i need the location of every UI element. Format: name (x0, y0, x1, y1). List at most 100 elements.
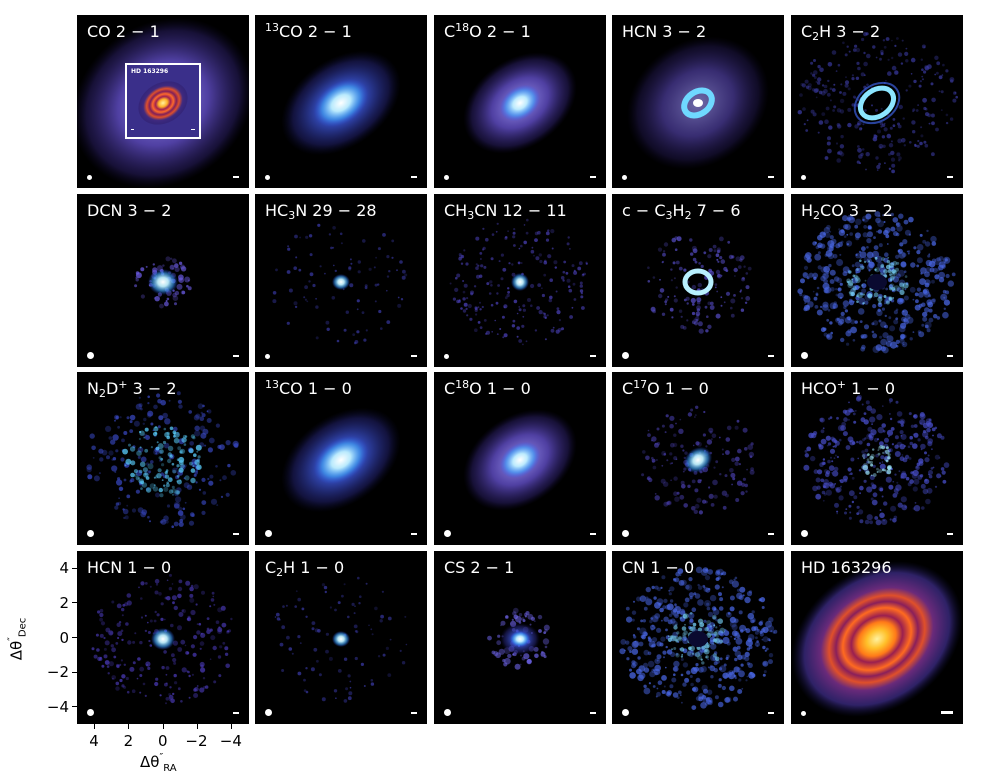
scale-bar (233, 355, 239, 357)
scale-bar (947, 176, 953, 178)
y-tick-mark (72, 602, 77, 604)
beam-marker (801, 711, 806, 716)
x-tick-label: 2 (123, 732, 134, 750)
emission-map (627, 36, 769, 170)
panel-label: CN 1 − 0 (622, 558, 695, 577)
panel-label: c − C3H2 7 − 6 (622, 201, 741, 222)
x-tick-label: −4 (219, 732, 242, 750)
scale-bar (768, 712, 774, 714)
panel-label: C2H 3 − 2 (801, 22, 881, 43)
beam-marker (87, 530, 94, 537)
beam-marker (265, 354, 270, 359)
panel-15: HCN 1 − 0 (77, 551, 249, 724)
emission-map (463, 52, 577, 154)
panel-9: H2CO 3 − 2 (791, 194, 963, 367)
scale-bar (590, 355, 596, 357)
x-tick-label: 0 (158, 732, 168, 750)
panel-10: N2D+ 3 − 2 (77, 372, 249, 545)
scale-bar (768, 176, 774, 178)
panel-label: HD 163296 (801, 558, 892, 577)
x-tick-label: −2 (185, 732, 208, 750)
beam-marker (265, 709, 272, 716)
x-tick-label: 4 (89, 732, 99, 750)
emission-map (641, 405, 755, 515)
beam-marker (444, 175, 449, 180)
beam-marker (87, 352, 94, 359)
emission-map (134, 256, 192, 309)
emission-map (797, 32, 958, 174)
x-tick-mark (196, 724, 198, 729)
emission-map (449, 218, 588, 346)
beam-marker (622, 175, 627, 180)
beam-marker (622, 709, 629, 716)
beam-marker (444, 530, 451, 537)
scale-bar (941, 711, 953, 714)
beam-marker (801, 175, 806, 180)
panel-18: CN 1 − 0 (612, 551, 784, 724)
emission-map (86, 391, 239, 528)
scale-bar (590, 712, 596, 714)
beam-marker (801, 530, 808, 537)
emission-map (797, 211, 956, 354)
scale-bar (947, 533, 953, 535)
panel-5: DCN 3 − 2 (77, 194, 249, 367)
scale-bar (233, 712, 239, 714)
scale-bar (947, 355, 953, 357)
beam-marker (444, 354, 449, 359)
beam-marker (801, 352, 808, 359)
panel-13: C17O 1 − 0 (612, 372, 784, 545)
inset-map (127, 65, 199, 137)
inset-label: HD 163296 (131, 68, 169, 75)
scale-bar (768, 533, 774, 535)
beam-marker (622, 530, 629, 537)
emission-map (487, 607, 550, 670)
panel-19: HD 163296 (791, 551, 963, 724)
panel-7: CH3CN 12 − 11 (434, 194, 606, 367)
scale-bar (411, 533, 417, 535)
panel-label: C18O 1 − 0 (444, 378, 531, 398)
panel-1: 13CO 2 − 1 (255, 15, 427, 188)
panel-6: HC3N 29 − 28 (255, 194, 427, 367)
scale-bar (233, 533, 239, 535)
panel-label: C18O 2 − 1 (444, 21, 531, 41)
beam-marker (622, 352, 629, 359)
panel-label: C17O 1 − 0 (622, 378, 709, 398)
continuum-inset: HD 163296 (125, 63, 201, 139)
emission-map (803, 394, 950, 526)
panel-label: DCN 3 − 2 (87, 201, 172, 220)
x-tick-mark (128, 724, 130, 729)
x-tick-mark (93, 724, 95, 729)
y-tick-label: −4 (46, 697, 69, 716)
y-tick-label: 4 (59, 559, 69, 578)
x-tick-mark (231, 724, 233, 729)
emission-map (281, 407, 401, 513)
y-axis-title: Δθ″Dec (6, 617, 29, 661)
emission-map (619, 566, 778, 710)
panel-0: CO 2 − 1 HD 163296 (77, 15, 249, 188)
panel-label: C2H 1 − 0 (265, 558, 345, 579)
y-tick-label: 2 (59, 593, 69, 612)
scale-bar (411, 355, 417, 357)
beam-marker (444, 709, 451, 716)
y-tick-mark (72, 671, 77, 673)
scale-bar (590, 533, 596, 535)
panel-label: N2D+ 3 − 2 (87, 378, 177, 400)
x-axis-title: Δθ″RA (140, 752, 177, 774)
beam-marker (265, 530, 272, 537)
panel-4: C2H 3 − 2 (791, 15, 963, 188)
emission-map (647, 236, 752, 334)
x-tick-mark (162, 724, 164, 729)
panel-label: HC3N 29 − 28 (265, 201, 377, 222)
panel-label: HCN 1 − 0 (87, 558, 172, 577)
panel-label: CH3CN 12 − 11 (444, 201, 567, 222)
panel-label: 13CO 2 − 1 (265, 21, 352, 41)
emission-map (91, 573, 233, 705)
beam-marker (87, 709, 94, 716)
panel-label: H2CO 3 − 2 (801, 201, 893, 222)
panel-12: C18O 1 − 0 (434, 372, 606, 545)
panel-label: CO 2 − 1 (87, 22, 160, 41)
scale-bar (590, 176, 596, 178)
y-tick-label: −2 (46, 663, 69, 682)
panel-label: CS 2 − 1 (444, 558, 515, 577)
